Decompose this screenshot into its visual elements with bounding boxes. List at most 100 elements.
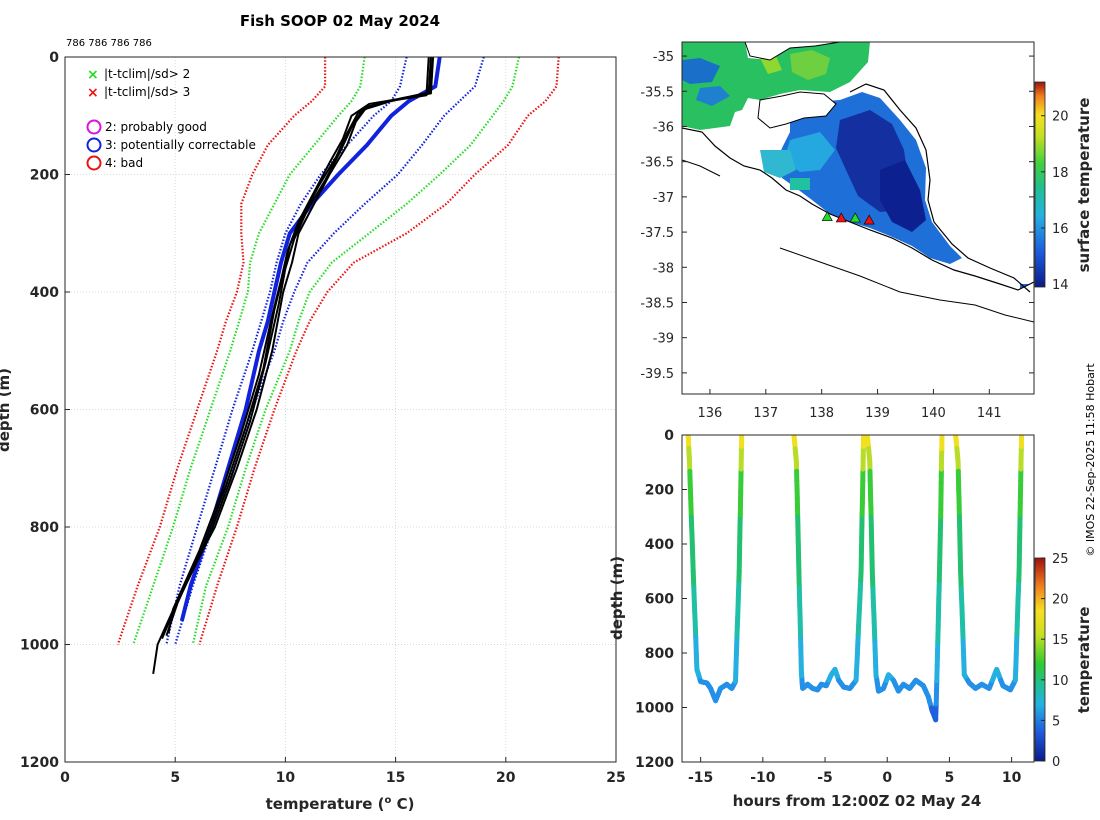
profile-legend: × |t-tclim|/sd> 2 × |t-tclim|/sd> 3 2: p… xyxy=(86,67,256,171)
y-tick-label: 1000 xyxy=(20,638,59,654)
sst-colorbar-tick-label: 16 xyxy=(1052,222,1069,237)
temperature-colorbar-tick-label: 15 xyxy=(1052,633,1069,648)
legend-circle-red-icon xyxy=(86,155,102,171)
legend-sd3-label: |t-tclim|/sd> 3 xyxy=(104,85,190,99)
ts-y-tick-label: 800 xyxy=(645,646,674,662)
ts-y-tick-label: 200 xyxy=(645,483,674,499)
map-x-tick-label: 140 xyxy=(921,406,946,421)
land-north xyxy=(744,42,841,61)
ts-x-tick-label: 5 xyxy=(945,770,955,786)
profile-ids: 786 786 786 786 xyxy=(66,38,152,49)
legend-sd2-label: |t-tclim|/sd> 2 xyxy=(104,67,190,81)
ts-y-tick-label: 600 xyxy=(645,592,674,608)
sst-colorbar xyxy=(1034,81,1046,288)
coast-east xyxy=(849,83,1031,293)
sst-speck xyxy=(790,178,810,190)
y-tick-label: 1200 xyxy=(20,755,59,771)
climatology-envelope-line xyxy=(132,56,366,645)
legend-flag4-label: 4: bad xyxy=(105,156,143,170)
ts-y-tick-label: 1000 xyxy=(635,701,674,717)
coastline xyxy=(682,42,1034,394)
profile-location-marker xyxy=(863,214,875,225)
ts-x-tick-label: -15 xyxy=(688,770,713,786)
land-south xyxy=(682,128,1034,394)
ts-y-tick-label: 1200 xyxy=(635,755,674,771)
shelf-contour xyxy=(779,247,1034,323)
timeseries-x-label: hours from 12:00Z 02 May 24 xyxy=(733,792,982,810)
ts-x-tick-label: 10 xyxy=(1002,770,1022,786)
climatology-envelope-line xyxy=(165,56,408,645)
temperature-colorbar-label: temperature xyxy=(1075,607,1093,714)
coast-south xyxy=(682,127,1034,291)
sst-basin-deepblue xyxy=(880,160,926,232)
ts-x-tick-label: 0 xyxy=(882,770,892,786)
map-y-tick-label: -35.5 xyxy=(640,85,674,100)
sst-gulf-blue-patch-2 xyxy=(696,86,730,106)
legend-x-red-icon: × xyxy=(87,85,99,101)
map-x-ticks: 136 137 138 139 140 141 xyxy=(698,389,1002,421)
y-tick-label: 200 xyxy=(30,168,59,184)
legend-x-green-icon: × xyxy=(87,67,99,83)
timeseries-track xyxy=(685,435,1025,723)
climatology-envelope-line xyxy=(174,56,485,645)
map-y-ticks: -35 -35.5 -36 -36.5 -37 -37.5 -38 -38.5 -39 -39.5 xyxy=(640,50,1034,382)
legend-circle-blue-icon xyxy=(86,137,102,153)
map-profile-markers xyxy=(821,210,875,225)
sst-gulf-yellowgreen-2 xyxy=(760,56,782,74)
observed-profile-line xyxy=(161,56,432,639)
sst-basin-cyan xyxy=(784,132,835,172)
profile-observed xyxy=(152,56,435,675)
map-frame xyxy=(681,41,1035,395)
temperature-colorbar-ticks: 0 5 10 15 20 25 xyxy=(1041,552,1069,770)
map-y-tick-label: -37.5 xyxy=(640,226,674,241)
timeseries-y-ticks: 0 200 400 600 800 1000 1200 xyxy=(635,428,687,771)
timeseries-y-label: depth (m) xyxy=(608,556,626,640)
shelf-contour-west xyxy=(682,159,721,177)
map-y-tick-label: -37 xyxy=(653,191,674,206)
sst-gulf-blue-patch xyxy=(682,58,720,84)
island-land xyxy=(757,91,837,129)
temperature-colorbar-tick-label: 5 xyxy=(1052,714,1060,729)
map-y-tick-label: -36.5 xyxy=(640,156,674,171)
map-y-tick-label: -35 xyxy=(653,50,674,65)
ts-x-tick-label: -5 xyxy=(817,770,833,786)
map-x-tick-label: 136 xyxy=(698,406,723,421)
sst-colorbar-tick-label: 18 xyxy=(1052,166,1069,181)
legend-flag3: 3: potentially correctable xyxy=(86,137,256,153)
sst-basin-cyan-2 xyxy=(760,150,796,178)
map-y-tick-label: -39 xyxy=(653,332,674,347)
profile-location-marker xyxy=(835,212,847,223)
x-tick-label: 15 xyxy=(386,770,405,786)
sst-colorbar-ticks: 14 16 18 20 xyxy=(1041,110,1069,293)
map-y-tick-label: -38 xyxy=(653,261,674,276)
profile-y-ticks: 0 200 400 600 800 1000 1200 xyxy=(20,50,70,771)
climatology-envelope-line xyxy=(191,56,521,645)
profile-x-ticks: 0 5 10 15 20 25 xyxy=(60,757,626,786)
legend-flag4: 4: bad xyxy=(86,155,143,171)
y-tick-label: 400 xyxy=(30,285,59,301)
map-x-tick-label: 141 xyxy=(977,406,1002,421)
temperature-colorbar-tick-label: 10 xyxy=(1052,674,1069,689)
legend-circle-magenta-icon xyxy=(86,119,102,135)
profile-location-marker xyxy=(821,210,833,221)
sst-colorbar-tick-label: 14 xyxy=(1052,278,1069,293)
x-tick-label: 10 xyxy=(276,770,296,786)
map-panel: 136 137 138 139 140 141 -35-35.5-36-36.5-37-3… xyxy=(640,41,1093,421)
y-tick-label: 800 xyxy=(30,520,59,536)
temperature-colorbar-tick-label: 0 xyxy=(1052,755,1060,770)
y-tick-label: 600 xyxy=(30,403,59,419)
x-tick-label: 0 xyxy=(60,770,70,786)
profile-x-label: temperature (o C) xyxy=(266,795,415,813)
ts-y-tick-label: 400 xyxy=(645,537,674,553)
ts-y-tick-label: 0 xyxy=(664,428,674,444)
x-tick-label: 20 xyxy=(496,770,516,786)
map-x-tick-label: 138 xyxy=(809,406,834,421)
legend-flag2: 2: probably good xyxy=(86,119,207,135)
sst-colorbar-tick-label: 20 xyxy=(1052,110,1069,125)
credit-text: © IMOS 22-Sep-2025 11:58 Hobart xyxy=(1084,363,1097,557)
map-y-tick-label: -39.5 xyxy=(640,367,674,382)
climatology-envelope-line xyxy=(198,56,560,645)
profile-y-label: depth (m) xyxy=(0,368,13,452)
